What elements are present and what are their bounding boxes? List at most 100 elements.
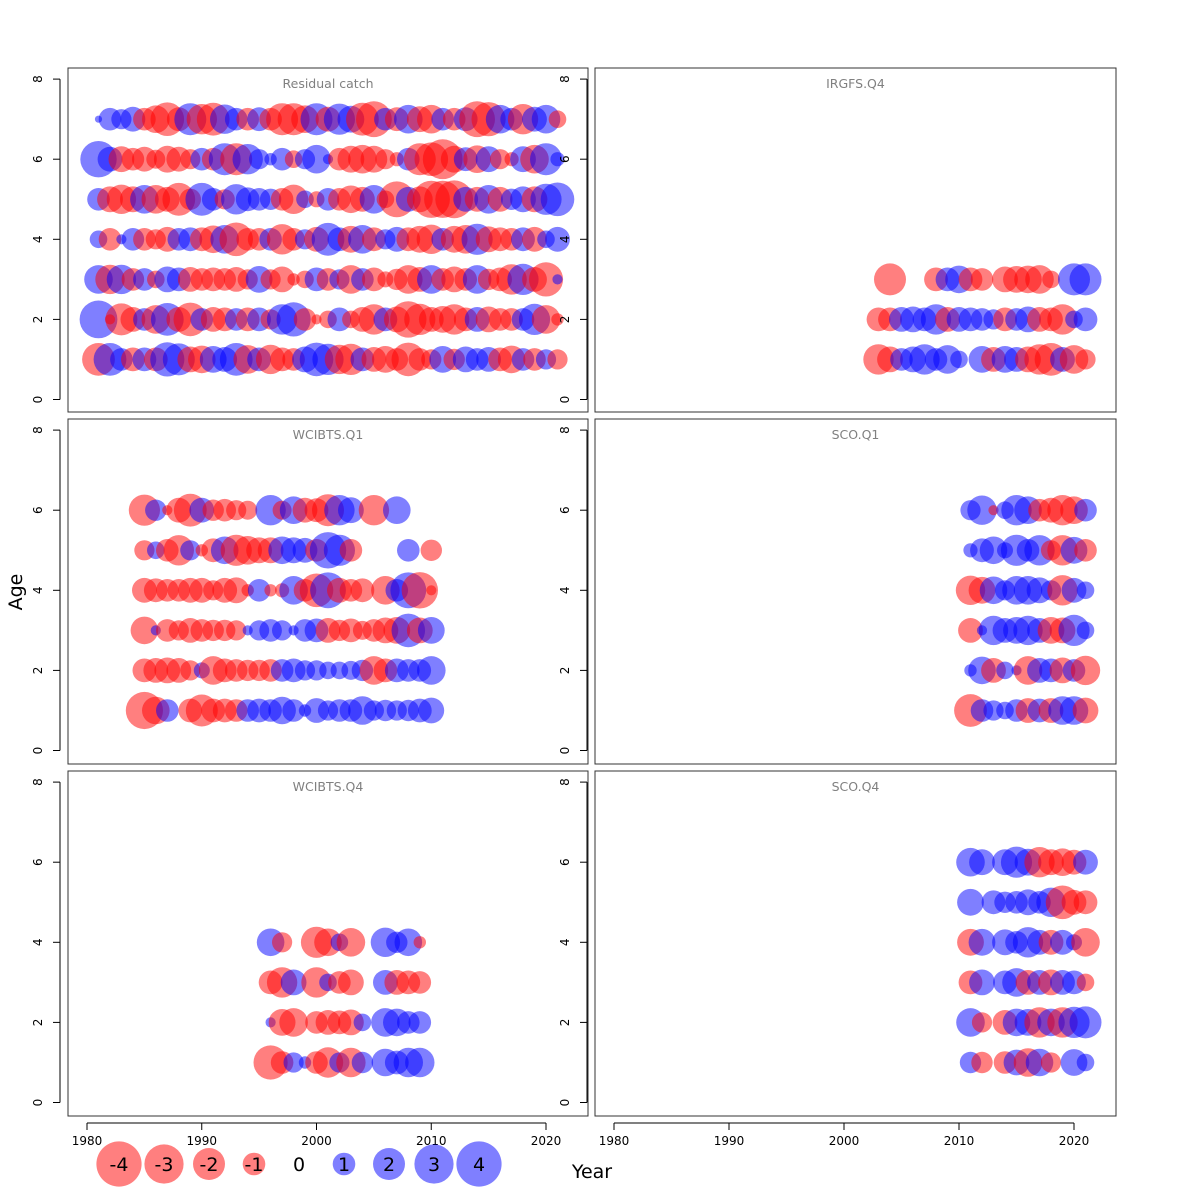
bubble: [397, 539, 420, 562]
y-tick-label: 4: [31, 586, 45, 594]
panel: WCIBTS.Q1: [67, 418, 589, 765]
bubble: [530, 143, 562, 176]
bubble: [336, 928, 366, 957]
panel: WCIBTS.Q4: [67, 770, 589, 1117]
bubble: [280, 969, 307, 996]
y-tick-label: 8: [558, 75, 572, 83]
x-tick-label: 2000: [301, 1134, 332, 1148]
y-axis-title: Age: [5, 574, 27, 611]
bubble-group: [954, 495, 1101, 727]
panel: SCO.Q4: [594, 770, 1117, 1117]
bubble: [979, 536, 1008, 565]
x-axis: 1980 1990 2000 2010 2020: [72, 1122, 561, 1148]
bubble: [272, 932, 293, 953]
y-tick-label: 6: [558, 155, 572, 163]
bubble: [971, 1051, 993, 1074]
y-tick-label: 0: [31, 1099, 45, 1107]
y-tick-label: 8: [558, 426, 572, 434]
bubble: [958, 618, 983, 643]
bubble-group: [125, 493, 446, 730]
bubble: [970, 268, 994, 291]
legend-item: -3: [144, 1144, 184, 1184]
panel-frame: [67, 67, 589, 413]
bubble: [547, 349, 568, 370]
bubble: [238, 500, 258, 520]
bubble: [302, 144, 331, 174]
panel: IRGFS.Q4: [594, 67, 1117, 413]
panel: SCO.Q1: [594, 418, 1117, 765]
legend-label: 3: [428, 1154, 440, 1176]
bubble: [1042, 270, 1060, 289]
y-axis: 0 2 4 6 8: [558, 426, 588, 755]
bubble: [130, 616, 159, 645]
bubble: [967, 495, 997, 525]
bubble: [418, 697, 445, 724]
x-axis: 1980 1990 2000 2010 2020: [599, 1122, 1089, 1148]
bubble: [269, 266, 295, 293]
bubble: [375, 149, 396, 170]
bubble: [405, 1047, 435, 1078]
bubble: [1069, 263, 1102, 296]
bubble: [1050, 929, 1075, 955]
legend-bubble: [242, 1152, 266, 1176]
bubble: [394, 928, 423, 957]
x-tick-label: 2000: [829, 1134, 860, 1148]
legend-item: 0: [293, 1154, 305, 1176]
panels-group: Residual catch IRGFS.Q4 WCIBTS.Q1 SCO.Q1 WCI…: [67, 67, 1117, 1117]
bubble: [426, 585, 437, 596]
bubble: [408, 971, 432, 994]
bubble: [545, 226, 570, 252]
bubble: [1076, 581, 1095, 600]
y-tick-label: 8: [31, 778, 45, 786]
x-axis-title: Year: [571, 1161, 612, 1183]
y-tick-label: 4: [31, 235, 45, 243]
panel: Residual catch: [67, 67, 589, 413]
bubble: [283, 1052, 304, 1073]
bubble: [282, 699, 305, 722]
y-tick-label: 0: [31, 396, 45, 404]
y-tick-label: 2: [558, 316, 572, 324]
bubble: [180, 540, 201, 561]
bubble: [145, 499, 167, 521]
bubble: [1075, 349, 1096, 370]
bubble: [550, 152, 565, 167]
bubble: [969, 969, 995, 996]
bubble: [1040, 1052, 1062, 1073]
bubble: [351, 1051, 374, 1074]
bubble: [180, 660, 201, 681]
legend-item: -1: [242, 1152, 266, 1176]
legend-item: 1: [332, 1152, 356, 1176]
y-tick-label: 6: [31, 506, 45, 514]
y-tick-label: 6: [31, 858, 45, 866]
bubble: [540, 182, 575, 217]
legend-bubble: [193, 1148, 225, 1180]
bubble: [551, 313, 564, 326]
y-axis: 0 2 4 6 8: [558, 75, 588, 404]
y-tick-label: 4: [31, 938, 45, 946]
y-tick-label: 0: [558, 747, 572, 755]
bubble: [968, 928, 996, 956]
bubble: [1076, 1053, 1095, 1072]
bubble: [338, 969, 364, 996]
bubble: [417, 656, 446, 685]
y-axis: 0 2 4 6 8: [558, 778, 588, 1106]
x-tick-label: 1980: [599, 1134, 630, 1148]
bubble: [988, 505, 999, 516]
bubble: [98, 228, 122, 251]
legend-label: 0: [293, 1154, 305, 1176]
panel-title: WCIBTS.Q1: [293, 427, 364, 442]
panel-frame: [67, 770, 589, 1117]
bubble: [408, 1011, 432, 1034]
x-tick-label: 1990: [186, 1134, 217, 1148]
legend-label: -1: [245, 1154, 264, 1176]
y-tick-label: 4: [558, 586, 572, 594]
bubble: [156, 699, 179, 722]
y-tick-label: 6: [31, 155, 45, 163]
bubble: [1073, 890, 1098, 915]
bubble-group: [863, 263, 1102, 376]
y-tick-label: 0: [558, 396, 572, 404]
bubble-group: [253, 926, 435, 1080]
bubble: [279, 1008, 308, 1037]
